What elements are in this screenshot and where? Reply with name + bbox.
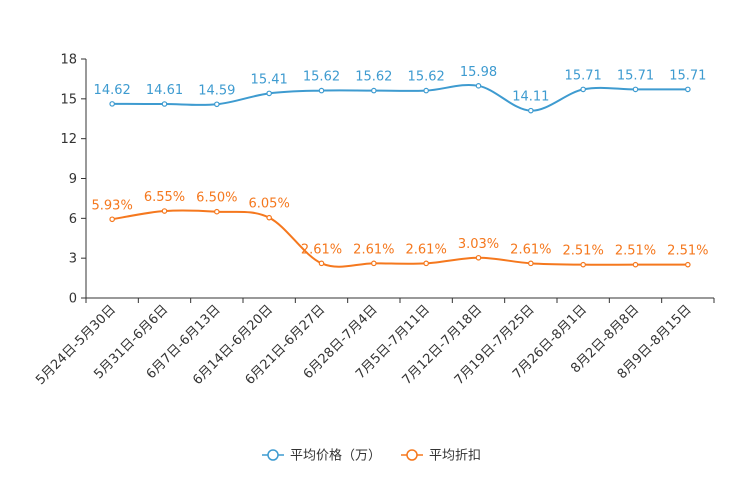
data-point[interactable] (580, 86, 586, 93)
y-tick-label: 9 (69, 172, 77, 187)
data-point[interactable] (475, 83, 482, 89)
y-tick-label: 12 (60, 132, 77, 147)
data-label: 14.59 (198, 83, 235, 98)
legend-label: 平均价格（万） (290, 448, 381, 464)
legend-marker-icon (267, 449, 279, 461)
data-point[interactable] (423, 260, 429, 267)
y-tick-label: 3 (69, 252, 77, 267)
data-point[interactable] (685, 261, 691, 268)
data-point[interactable] (109, 216, 115, 223)
legend-label: 平均折扣 (429, 449, 481, 464)
data-label: 6.50% (196, 191, 237, 206)
data-point[interactable] (266, 214, 272, 221)
legend-item-1[interactable]: 平均价格（万） (262, 448, 381, 464)
data-point[interactable] (528, 260, 534, 267)
data-label: 2.51% (615, 244, 656, 259)
data-point[interactable] (423, 87, 429, 94)
data-point[interactable] (528, 107, 534, 114)
data-label: 6.55% (144, 190, 185, 205)
data-label: 2.51% (667, 244, 708, 259)
data-label: 2.61% (510, 242, 551, 257)
legend-marker-icon (406, 449, 418, 461)
data-label: 15.71 (669, 68, 706, 83)
data-point[interactable] (632, 261, 639, 268)
data-label: 15.71 (565, 68, 602, 83)
data-point[interactable] (161, 208, 168, 214)
data-label: 2.61% (301, 242, 342, 257)
data-label: 2.61% (406, 242, 447, 257)
data-point[interactable] (266, 90, 272, 97)
data-label: 14.61 (146, 83, 183, 98)
data-point[interactable] (580, 261, 586, 268)
data-point[interactable] (161, 101, 168, 107)
x-axis: 5月24日-5月30日5月31日-6月6日6月7日-6月13日6月14日-6月2… (33, 297, 715, 388)
data-point[interactable] (214, 101, 220, 108)
y-tick-label: 6 (69, 212, 77, 227)
data-label: 2.51% (563, 244, 604, 259)
data-label: 15.41 (251, 72, 288, 87)
data-label: 14.62 (94, 83, 131, 98)
data-label: 3.03% (458, 237, 499, 252)
data-label: 5.93% (92, 198, 133, 213)
data-label: 2.61% (353, 242, 394, 257)
data-label: 15.62 (303, 70, 340, 85)
y-tick-label: 18 (60, 53, 77, 68)
data-point[interactable] (214, 208, 220, 215)
data-point[interactable] (371, 87, 377, 94)
y-tick-label: 0 (69, 292, 77, 307)
y-axis: 0 3 6 9 12 15 18 (60, 53, 87, 307)
data-label: 15.62 (408, 70, 445, 85)
data-point[interactable] (632, 86, 639, 93)
y-tick-label: 15 (60, 92, 77, 107)
series-line (112, 209, 688, 268)
data-label: 15.71 (617, 68, 654, 83)
series-2: 5.93% 6.55% 6.50% 6.05% 2.61% 2.61% 2.61% 3.03%… (92, 190, 708, 268)
data-label: 14.11 (512, 90, 549, 105)
legend-item-2[interactable]: 平均折扣 (401, 449, 481, 464)
data-point[interactable] (685, 86, 691, 93)
data-point[interactable] (318, 260, 325, 267)
data-point[interactable] (318, 87, 325, 94)
series-1: 14.62 14.61 14.59 15.41 15.62 15.62 15.62 15.98… (94, 65, 706, 114)
data-point[interactable] (475, 254, 482, 261)
legend[interactable]: 平均价格（万） 平均折扣 (262, 448, 481, 464)
series-layer: 14.62 14.61 14.59 15.41 15.62 15.62 15.62 15.98… (92, 65, 708, 268)
data-label: 6.05% (249, 197, 290, 212)
data-label: 15.98 (460, 65, 497, 80)
data-point[interactable] (109, 101, 115, 107)
data-label: 15.62 (355, 70, 392, 85)
series-line (112, 84, 688, 112)
data-point[interactable] (371, 260, 377, 267)
